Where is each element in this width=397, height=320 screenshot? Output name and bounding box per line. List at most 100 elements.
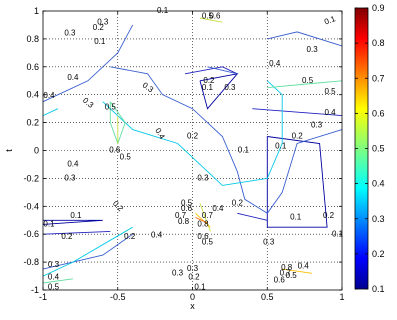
contour-label: 0.3: [224, 83, 236, 92]
contour-line: [42, 108, 59, 117]
contour-label: 0.5: [302, 76, 314, 85]
contour-label: 0.4: [212, 204, 224, 213]
y-tick-label: -0.8: [23, 257, 39, 267]
contour-label: 0.3: [197, 174, 209, 183]
contour-lines: [42, 17, 343, 284]
contour-label: 0.5: [202, 238, 214, 247]
contour-label: 0.4: [67, 73, 79, 82]
contour-label: 0.5: [105, 102, 117, 111]
y-tick-label: 1: [34, 6, 39, 16]
contour-label: 0.2: [187, 132, 199, 141]
x-tick-label: 0.5: [261, 292, 274, 302]
contour-line: [237, 212, 268, 221]
contour-label: 0.6: [209, 12, 221, 21]
contour-label: 0.3: [172, 268, 184, 277]
contour-label: 0.3: [307, 45, 319, 54]
contour-line: [266, 136, 328, 228]
contour-label: 0.2: [124, 232, 136, 241]
y-tick-label: 0.2: [26, 118, 39, 128]
contour-label: 0.6: [109, 146, 121, 155]
y-tick-label: -0.6: [23, 229, 39, 239]
contour-label: 0.1: [70, 211, 82, 220]
contour-label: 0.3: [64, 28, 76, 37]
contour-label: 0.3: [97, 17, 109, 26]
contour-label: 0.5: [324, 87, 336, 96]
contour-label: 0.6: [274, 275, 286, 284]
contour-line: [252, 108, 343, 117]
axes: -1 -0.5 0 0.5 1-1-0.8-0.6-0.4-0.200.20.40.60…: [23, 6, 344, 302]
contour-label: 0.3: [48, 260, 60, 269]
x-tick-label: 1: [339, 292, 344, 302]
contour-line: [199, 17, 223, 23]
contour-label: 0.1: [323, 14, 337, 26]
contour-line: [42, 278, 73, 284]
colorbar-tick-label: 0.2: [372, 249, 385, 259]
colorbar-tick-label: 0.3: [372, 214, 385, 224]
colorbar-tick-label: 0.7: [372, 73, 385, 83]
contour-label: 0.7: [280, 268, 292, 277]
contour-label: 0.5: [120, 153, 132, 162]
contour-label: 0.8: [197, 220, 209, 229]
x-tick-label: -1: [39, 292, 47, 302]
y-tick-label: 0.4: [26, 90, 39, 100]
contour-label: 0.6: [197, 232, 209, 241]
contour-label: 0.2: [93, 23, 105, 32]
contour-line: [42, 230, 111, 235]
contour-label: 0.5: [181, 199, 193, 208]
grid-lines: [43, 11, 342, 290]
contour-label: 0.6: [181, 204, 193, 213]
contour-label: 0.3: [263, 238, 275, 247]
contour-line: [195, 212, 211, 228]
contour-label: 0.1: [194, 282, 206, 291]
contour-label: 0.5: [286, 271, 298, 280]
contour-label: 0.4: [151, 231, 163, 240]
contour-line: [184, 66, 238, 75]
colorbar-tick-label: 0.8: [372, 38, 385, 48]
contour-label: 0.7: [175, 211, 187, 220]
x-tick-label: -0.5: [110, 292, 126, 302]
colorbar-tick-label: 0.1: [372, 284, 385, 294]
contour-label: 0.1: [43, 220, 55, 229]
y-tick-label: 0: [34, 146, 39, 156]
contour-line: [195, 217, 208, 224]
contour-label: 0.8: [281, 263, 293, 272]
contour-label: 0.4: [67, 160, 79, 169]
y-tick-label: -1: [31, 285, 39, 295]
contour-label: 0.3: [187, 264, 199, 273]
contour-label: 0.8: [178, 217, 190, 226]
contour-label: 0.1: [290, 213, 302, 222]
contour-line: [42, 226, 133, 277]
contour-label: 0.2: [323, 211, 335, 220]
contour-label: 0.3: [64, 174, 76, 183]
contour-line: [199, 203, 211, 232]
contour-label: 0.4: [324, 108, 336, 117]
contour-line: [110, 66, 343, 214]
contour-label: 0.2: [203, 76, 215, 85]
contour-label: 0.1: [94, 37, 106, 46]
contour-label: 0.5: [48, 282, 60, 291]
contour-label: 0.4: [48, 273, 60, 282]
contour-label: 0.2: [61, 232, 73, 241]
contour-label: 0.4: [43, 91, 55, 100]
colorbar-tick-label: 0.6: [372, 108, 385, 118]
x-axis-label: x: [190, 301, 195, 311]
y-tick-label: 0.8: [26, 34, 39, 44]
contour-line: [282, 268, 313, 274]
contour-line: [267, 80, 343, 89]
y-axis-label: t: [4, 149, 14, 152]
contour-line: [199, 73, 239, 110]
contour-label: 0.1: [332, 229, 344, 238]
contour-label: 0.5: [202, 12, 214, 21]
contour-label: 0.2: [188, 273, 200, 282]
y-tick-label: -0.2: [23, 173, 39, 183]
contour-line: [42, 24, 134, 103]
x-tick-label: 0: [190, 292, 195, 302]
contour-label: 0.2: [232, 199, 244, 208]
contour-line: [267, 31, 343, 47]
contour-label: 0.1: [275, 141, 287, 150]
y-tick-label: 0.6: [26, 62, 39, 72]
colorbar-tick-label: 0.4: [372, 179, 385, 189]
contour-label: 0.7: [202, 211, 214, 220]
contour-label: 0.4: [298, 261, 310, 270]
